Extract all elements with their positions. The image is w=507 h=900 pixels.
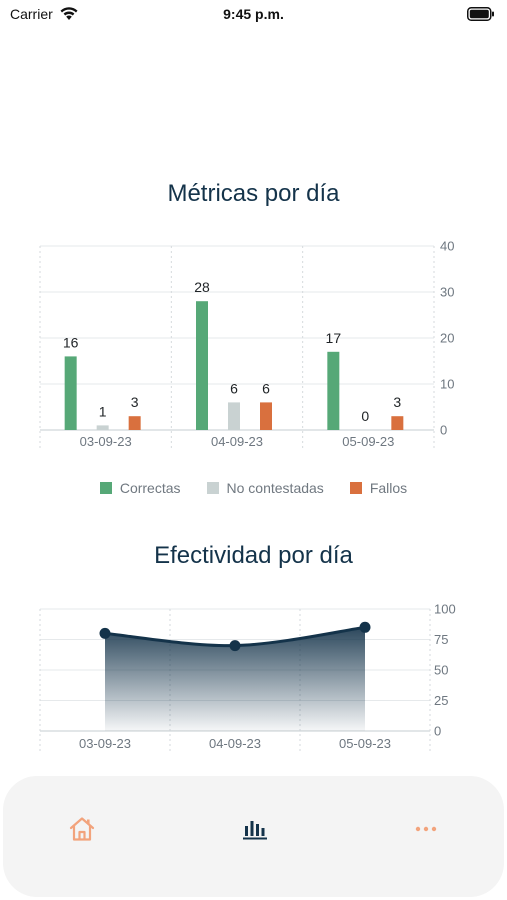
bar-correctas — [64, 356, 77, 430]
tab-home[interactable] — [62, 814, 102, 844]
legend-item: Fallos — [349, 480, 408, 496]
bar-chart-icon — [243, 821, 267, 840]
bar-value-label: 3 — [131, 394, 139, 410]
bar-value-label: 0 — [361, 408, 369, 424]
legend-swatch — [206, 482, 219, 494]
legend-item: No contestadas — [206, 480, 324, 496]
effectiveness-title: Efectividad por día — [154, 542, 353, 569]
y-tick-label: 40 — [440, 239, 454, 254]
x-tick-label: 05-09-23 — [342, 434, 394, 449]
bar-no-contestadas — [228, 402, 240, 430]
bar-fallos — [260, 402, 272, 430]
bar-correctas — [327, 351, 340, 430]
bar-value-label: 16 — [63, 334, 79, 350]
wifi-icon — [59, 7, 79, 21]
tab-stats[interactable] — [235, 814, 275, 844]
metrics-title: Métricas por día — [167, 180, 340, 207]
y-tick-label: 75 — [434, 632, 448, 647]
battery-icon — [467, 7, 495, 26]
y-tick-label: 0 — [434, 724, 441, 739]
x-tick-label: 04-09-23 — [211, 434, 263, 449]
bar-fallos — [128, 416, 141, 430]
chart-legend: Correctas No contestadas Fallos — [0, 480, 507, 496]
legend-item: Correctas — [99, 480, 181, 496]
carrier-label: Carrier — [10, 6, 53, 22]
x-tick-label: 03-09-23 — [79, 736, 131, 751]
y-tick-label: 30 — [440, 285, 454, 300]
effectiveness-point — [229, 640, 241, 652]
bar-value-label: 17 — [326, 330, 342, 346]
legend-swatch — [349, 482, 362, 494]
effectiveness-area-chart: 0 25 50 75 100 03-09-23 04-09-23 05-09-23 — [39, 602, 456, 752]
bar-value-label: 6 — [262, 380, 270, 396]
bar-fallos — [391, 416, 404, 430]
legend-label: No contestadas — [226, 480, 324, 496]
home-icon — [69, 817, 95, 841]
y-tick-label: 100 — [434, 602, 456, 617]
y-tick-label: 10 — [440, 377, 454, 392]
more-dots-icon — [415, 826, 437, 832]
bar-value-label: 1 — [99, 403, 107, 419]
effectiveness-area — [105, 627, 365, 731]
effectiveness-point — [99, 627, 111, 639]
bar-value-label: 28 — [194, 279, 210, 295]
bar-no-contestadas — [96, 425, 109, 430]
bar-value-label: 6 — [230, 380, 238, 396]
y-tick-label: 20 — [440, 331, 454, 346]
y-tick-label: 0 — [440, 423, 447, 438]
carrier-group: Carrier — [10, 6, 79, 22]
legend-label: Fallos — [369, 480, 408, 496]
bar-correctas — [196, 301, 208, 430]
status-bar: Carrier 9:45 p.m. — [0, 0, 507, 28]
bar-value-label: 3 — [393, 394, 401, 410]
effectiveness-point — [359, 621, 371, 633]
y-tick-label: 50 — [434, 663, 448, 678]
x-tick-label: 05-09-23 — [339, 736, 391, 751]
x-tick-label: 04-09-23 — [209, 736, 261, 751]
status-time: 9:45 p.m. — [223, 6, 284, 22]
legend-swatch — [99, 482, 112, 494]
legend-label: Correctas — [119, 480, 181, 496]
y-tick-label: 25 — [434, 693, 448, 708]
tab-bar — [3, 776, 504, 897]
x-tick-label: 03-09-23 — [80, 434, 132, 449]
tab-more[interactable] — [406, 814, 446, 844]
